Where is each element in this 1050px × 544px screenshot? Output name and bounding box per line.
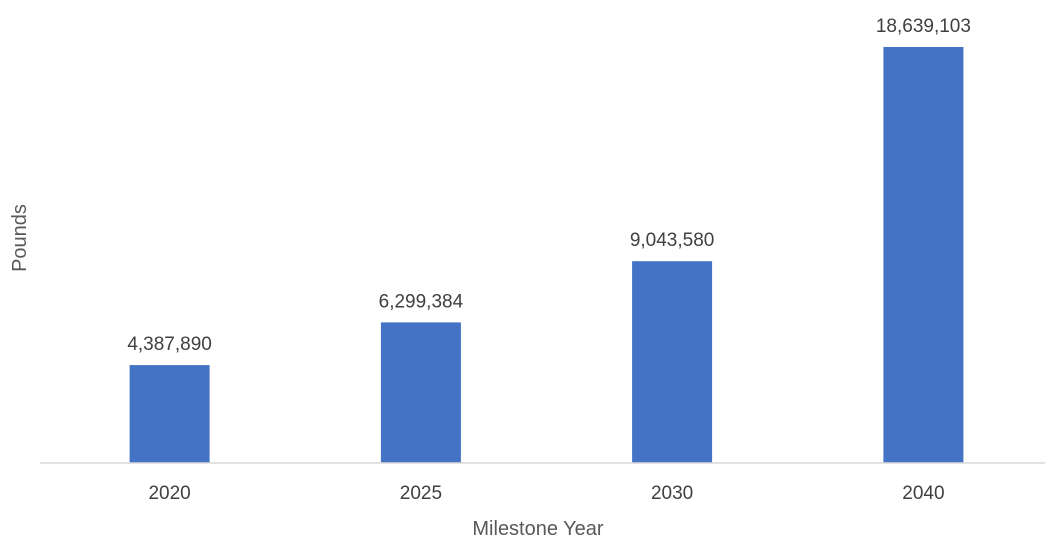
data-label-2020: 4,387,890 bbox=[127, 334, 212, 355]
x-tick-label-2020: 2020 bbox=[148, 483, 190, 504]
data-label-2030: 9,043,580 bbox=[630, 230, 715, 251]
bar-2030 bbox=[632, 261, 713, 463]
x-tick-label-2030: 2030 bbox=[651, 483, 693, 504]
x-tick-label-2040: 2040 bbox=[902, 483, 944, 504]
bar-2040 bbox=[883, 47, 964, 463]
bars-layer bbox=[129, 47, 964, 463]
bar-2020 bbox=[129, 365, 210, 463]
data-label-2040: 18,639,103 bbox=[876, 16, 971, 37]
x-axis-title: Milestone Year bbox=[472, 518, 604, 540]
y-axis-title: Pounds bbox=[9, 204, 31, 272]
labels-layer: 4,387,890 2020 6,299,384 2025 9,043,580 2030 1… bbox=[127, 16, 971, 504]
x-tick-label-2025: 2025 bbox=[400, 483, 442, 504]
bar-2025 bbox=[380, 322, 461, 463]
data-label-2025: 6,299,384 bbox=[379, 291, 464, 312]
